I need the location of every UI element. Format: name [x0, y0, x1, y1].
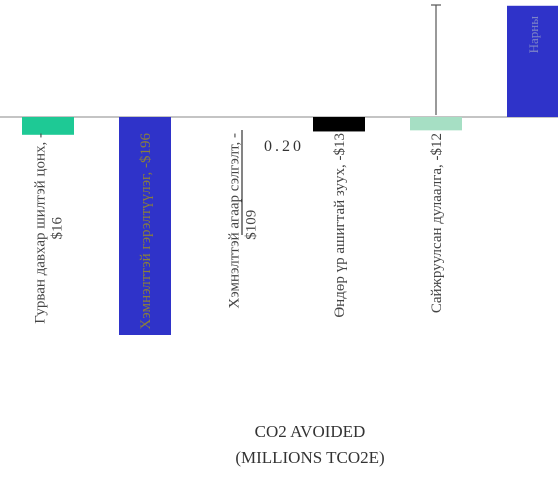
category-label-4: Өндөр үр ашигтай зуух, -$13	[332, 133, 348, 318]
bar-6	[507, 5, 558, 117]
category-label-6: Нарны	[526, 16, 541, 54]
bar-5	[410, 117, 462, 131]
bar-1	[22, 117, 74, 135]
bar-4	[313, 117, 365, 132]
category-label-3: Хэмнэлттэй агаар сэлгэлт, -$109	[227, 133, 260, 309]
category-label-1: Гурван давхар шилтэй цонх, -$16	[33, 133, 66, 324]
category-label-2: Хэмнэлттэй гэрэлтүүлэг, -$196	[138, 133, 154, 330]
x-axis-title-line1: CO2 AVOIDED	[255, 422, 366, 441]
category-label-5: Сайжруулсан дулаалга, -$12	[429, 133, 445, 313]
bars-group	[22, 4, 558, 335]
bar-2	[119, 117, 171, 335]
annotation-text: 0.20	[264, 138, 304, 155]
x-axis-title-line2: (MILLIONS TCO2E)	[235, 448, 384, 467]
labels-group: Гурван давхар шилтэй цонх, -$16 Хэмнэлттэ…	[33, 16, 542, 330]
